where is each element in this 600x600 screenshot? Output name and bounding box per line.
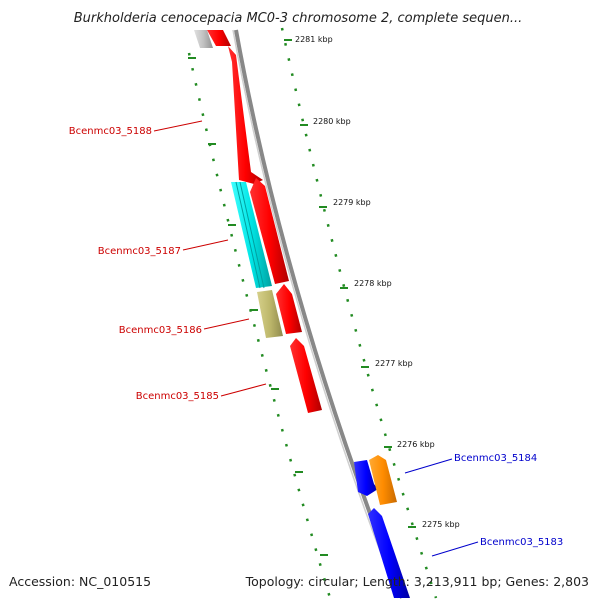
gene-arrow-5186 [257, 290, 283, 338]
gene-arrow-5188 [228, 46, 263, 184]
tick-label: 2281 kbp [295, 35, 333, 44]
topology-stats-text: Topology: circular; Length: 3,213,911 bp… [245, 574, 589, 589]
leader-line-5187 [182, 239, 229, 251]
tick-label: 2275 kbp [422, 520, 460, 529]
gene-5187-stripe-1 [235, 181, 261, 289]
leader-line-5183 [431, 541, 479, 557]
gene-segment-grey [194, 30, 213, 48]
gene-arrow-orange [369, 455, 397, 505]
gene-arrow-red-small [276, 284, 302, 334]
gene-arrow-5183 [368, 508, 410, 598]
gene-arrow-5184 [354, 460, 378, 496]
gene-label-5183[interactable]: Bcenmc03_5183 [480, 537, 563, 548]
gene-label-5186[interactable]: Bcenmc03_5186 [119, 325, 202, 336]
gene-labels: Bcenmc03_5188 Bcenmc03_5187 Bcenmc03_518… [69, 120, 563, 557]
gene-label-5188[interactable]: Bcenmc03_5188 [69, 126, 152, 137]
tick-label: 2276 kbp [397, 440, 435, 449]
tick-track-right [280, 27, 438, 599]
leader-line-5186 [203, 318, 250, 330]
inner-ticks [188, 57, 328, 556]
gene-label-5185[interactable]: Bcenmc03_5185 [136, 391, 219, 402]
axis-ticks: 2281 kbp 2280 kbp 2279 kbp 2278 kbp 2277… [284, 35, 460, 529]
leader-line-5185 [220, 383, 267, 397]
leader-line-5184 [404, 458, 453, 474]
gene-label-5184[interactable]: Bcenmc03_5184 [454, 453, 537, 464]
tick-label: 2279 kbp [333, 198, 371, 207]
gene-arrow-5185 [290, 338, 322, 413]
tick-label: 2280 kbp [313, 117, 351, 126]
gene-label-5187[interactable]: Bcenmc03_5187 [98, 246, 181, 257]
tick-label: 2278 kbp [354, 279, 392, 288]
gene-segment-red-top [207, 30, 231, 46]
backbone-line-inner [232, 29, 399, 599]
gene-5187-stripe-2 [239, 181, 265, 289]
accession-text: Accession: NC_010515 [9, 574, 151, 589]
gene-arrow-red-mid [250, 178, 289, 284]
map-title: Burkholderia cenocepacia MC0-3 chromosom… [74, 11, 522, 26]
tick-label: 2277 kbp [375, 359, 413, 368]
leader-line-5188 [153, 120, 203, 132]
